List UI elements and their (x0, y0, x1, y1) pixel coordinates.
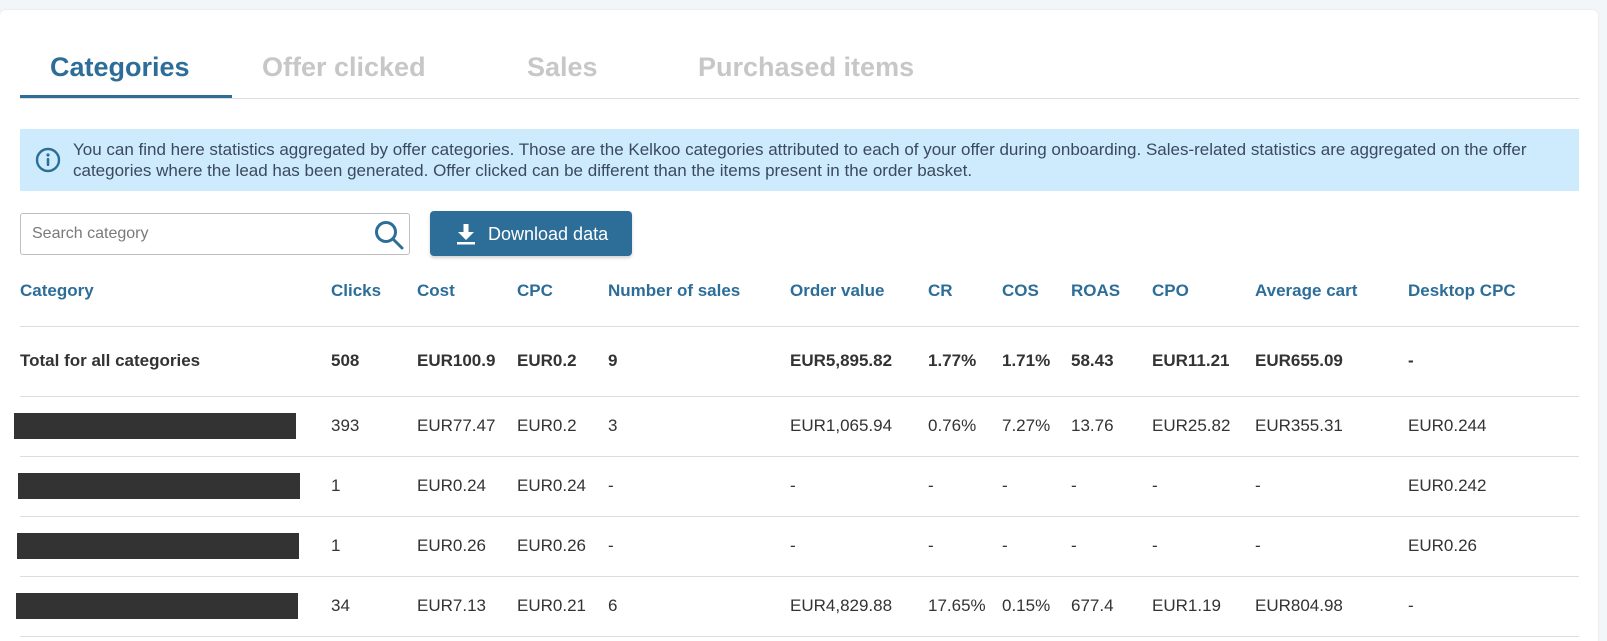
cell-cpc: EUR0.26 (517, 516, 608, 577)
col-cpo[interactable]: CPO (1152, 257, 1255, 327)
cell-roas: 13.76 (1071, 396, 1152, 457)
cell-cos: 0.15% (1002, 576, 1071, 637)
total-cr: 1.77% (928, 326, 1002, 397)
table-header: Category Clicks Cost CPC Number of sales… (20, 257, 1579, 327)
cell-cpc: EUR0.2 (517, 396, 608, 457)
cell-clicks: 393 (331, 396, 417, 457)
col-desktop-cpc[interactable]: Desktop CPC (1408, 257, 1579, 327)
table-row: 393 EUR77.47 EUR0.2 3 EUR1,065.94 0.76% … (14, 396, 1579, 457)
cell-average-cart: EUR355.31 (1255, 396, 1408, 457)
total-cpo: EUR11.21 (1152, 326, 1255, 397)
cell-sales: - (608, 456, 790, 517)
tab-bar: Categories Offer clicked Sales Purchased… (20, 40, 1579, 99)
download-data-button[interactable]: Download data (430, 211, 632, 256)
cell-cr: 0.76% (928, 396, 1002, 457)
total-cos: 1.71% (1002, 326, 1071, 397)
total-sales: 9 (608, 326, 790, 397)
cell-cpc: EUR0.21 (517, 576, 608, 637)
info-text: You can find here statistics aggregated … (73, 140, 1527, 180)
total-clicks: 508 (331, 326, 417, 397)
cell-cr: - (928, 456, 1002, 517)
cell-cr: 17.65% (928, 576, 1002, 637)
cell-order-value: EUR4,829.88 (790, 576, 928, 637)
total-desktop-cpc: - (1408, 326, 1579, 397)
cell-sales: - (608, 516, 790, 577)
tab-purchased-items[interactable]: Purchased items (698, 52, 915, 82)
cell-clicks: 1 (331, 456, 417, 517)
col-order-value[interactable]: Order value (790, 257, 928, 327)
cell-cr: - (928, 516, 1002, 577)
cell-average-cart: - (1255, 456, 1408, 517)
cell-order-value: - (790, 456, 928, 517)
col-cos[interactable]: COS (1002, 257, 1071, 327)
cell-cost: EUR77.47 (417, 396, 517, 457)
cell-desktop-cpc: EUR0.26 (1408, 516, 1579, 577)
cell-cost: EUR7.13 (417, 576, 517, 637)
total-category: Total for all categories (20, 326, 331, 397)
cell-cpo: - (1152, 516, 1255, 577)
col-cost[interactable]: Cost (417, 257, 517, 327)
cell-cpc: EUR0.24 (517, 456, 608, 517)
cell-cos: - (1002, 456, 1071, 517)
cell-cpo: - (1152, 456, 1255, 517)
cell-desktop-cpc: - (1408, 576, 1579, 637)
total-cost: EUR100.9 (417, 326, 517, 397)
info-banner: You can find here statistics aggregated … (20, 129, 1579, 191)
info-circle-icon (35, 147, 61, 173)
cell-sales: 3 (608, 396, 790, 457)
cell-average-cart: - (1255, 516, 1408, 577)
total-order-value: EUR5,895.82 (790, 326, 928, 397)
cell-order-value: - (790, 516, 928, 577)
cell-cpo: EUR1.19 (1152, 576, 1255, 637)
total-average-cart: EUR655.09 (1255, 326, 1408, 397)
redacted-category (16, 593, 298, 619)
cell-roas: 677.4 (1071, 576, 1152, 637)
cell-desktop-cpc: EUR0.244 (1408, 396, 1579, 457)
redacted-category (18, 473, 300, 499)
search-input[interactable] (21, 214, 361, 254)
redacted-category (14, 413, 296, 439)
cell-cos: - (1002, 516, 1071, 577)
col-category[interactable]: Category (20, 257, 331, 327)
cell-sales: 6 (608, 576, 790, 637)
cell-roas: - (1071, 456, 1152, 517)
col-cpc[interactable]: CPC (517, 257, 608, 327)
download-label: Download data (488, 224, 609, 244)
search-box (20, 213, 410, 255)
col-number-of-sales[interactable]: Number of sales (608, 257, 790, 327)
categories-table: Category Clicks Cost CPC Number of sales… (14, 257, 1579, 637)
total-roas: 58.43 (1071, 326, 1152, 397)
total-cpc: EUR0.2 (517, 326, 608, 397)
cell-roas: - (1071, 516, 1152, 577)
table-row: 1 EUR0.24 EUR0.24 - - - - - - - EUR0.242 (18, 456, 1579, 517)
tab-categories[interactable]: Categories (50, 52, 190, 82)
search-icon[interactable] (373, 219, 405, 251)
col-clicks[interactable]: Clicks (331, 257, 417, 327)
col-roas[interactable]: ROAS (1071, 257, 1152, 327)
cell-cost: EUR0.26 (417, 516, 517, 577)
redacted-category (17, 533, 299, 559)
tab-sales[interactable]: Sales (527, 52, 598, 82)
col-average-cart[interactable]: Average cart (1255, 257, 1408, 327)
statistics-card: Categories Offer clicked Sales Purchased… (0, 10, 1598, 641)
download-icon (457, 224, 475, 245)
cell-average-cart: EUR804.98 (1255, 576, 1408, 637)
total-row: Total for all categories 508 EUR100.9 EU… (20, 326, 1579, 397)
cell-cost: EUR0.24 (417, 456, 517, 517)
cell-desktop-cpc: EUR0.242 (1408, 456, 1579, 517)
cell-clicks: 34 (331, 576, 417, 637)
active-tab-indicator (20, 95, 232, 98)
cell-cos: 7.27% (1002, 396, 1071, 457)
cell-order-value: EUR1,065.94 (790, 396, 928, 457)
cell-clicks: 1 (331, 516, 417, 577)
cell-cpo: EUR25.82 (1152, 396, 1255, 457)
table-row: 34 EUR7.13 EUR0.21 6 EUR4,829.88 17.65% … (16, 576, 1579, 637)
tab-offer-clicked[interactable]: Offer clicked (262, 52, 426, 82)
col-cr[interactable]: CR (928, 257, 1002, 327)
table-row: 1 EUR0.26 EUR0.26 - - - - - - - EUR0.26 (17, 516, 1579, 577)
